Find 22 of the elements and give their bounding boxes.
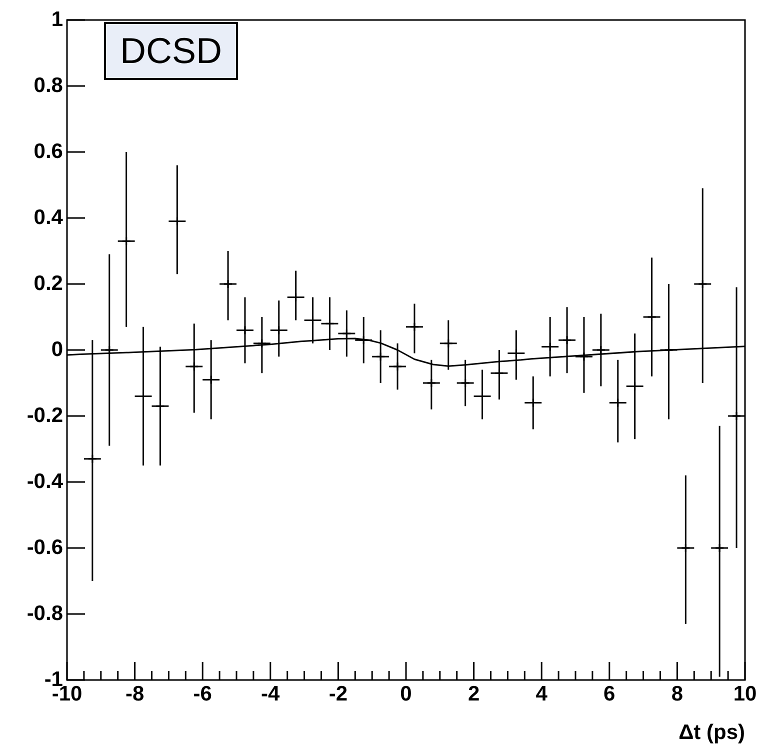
x-tick-label: -4 [261,682,280,706]
y-tick-label: -0.2 [26,404,63,427]
x-tick-label: -6 [193,682,212,706]
x-tick-label: -8 [125,682,144,706]
x-axis-title: Δt (ps) [678,721,745,744]
y-tick-label: 0.6 [34,140,63,163]
x-tick-label: 2 [468,682,480,706]
x-tick-label: 4 [536,682,548,706]
y-tick-label: -0.8 [26,602,64,625]
x-tick-label: 6 [604,682,616,706]
y-tick-label: 0.4 [34,206,64,229]
x-tick-label: 0 [400,682,412,706]
y-tick-label: 0 [51,338,63,361]
x-tick-label: 8 [671,682,684,706]
y-tick-label: 0.2 [34,272,63,295]
y-tick-label: -0.6 [26,536,63,559]
y-tick-label: 1 [51,8,64,31]
y-tick-label: 0.8 [34,74,64,97]
x-tick-label: 10 [733,682,757,706]
annotation: DCSD [104,22,238,80]
x-tick-label: -2 [328,682,348,706]
y-tick-label: -0.4 [26,470,64,493]
